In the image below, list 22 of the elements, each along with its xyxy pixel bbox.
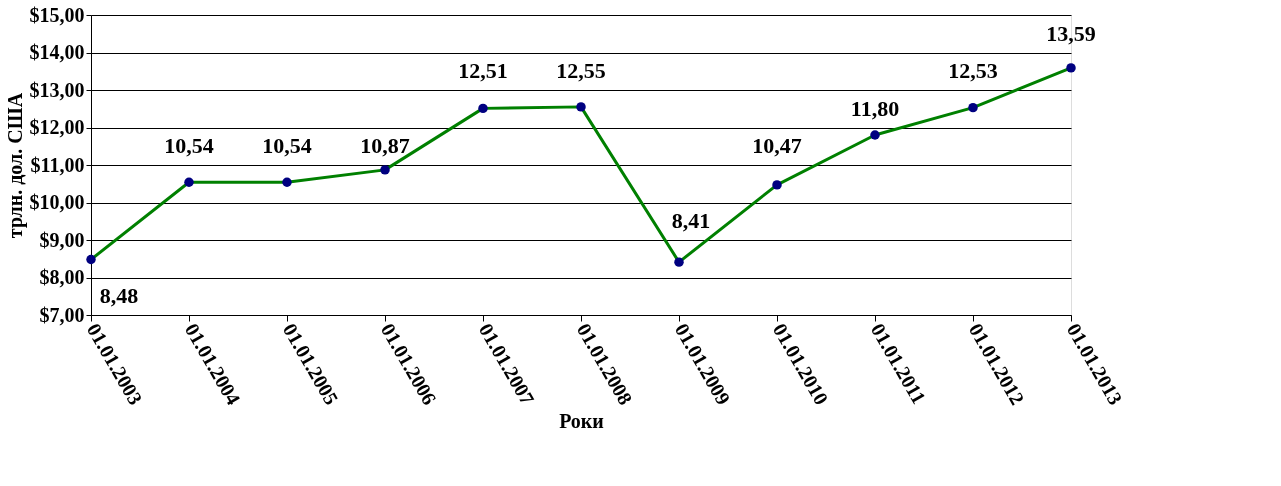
data-label: 8,41: [671, 208, 711, 234]
data-label: 10,47: [752, 133, 802, 159]
y-tick-label: $14,00: [29, 41, 85, 63]
y-tick-label: $11,00: [30, 153, 85, 176]
data-label: 11,80: [850, 95, 900, 121]
y-tick-label: $12,00: [29, 116, 85, 138]
y-tick-label: $13,00: [29, 78, 85, 101]
data-label: 12,51: [458, 58, 508, 84]
x-axis-title: Роки: [559, 410, 604, 433]
y-tick-label: $8,00: [39, 266, 85, 288]
data-label: 10,54: [262, 133, 312, 159]
y-tick-label: $9,00: [39, 228, 85, 251]
data-label: 12,55: [556, 58, 606, 84]
data-label: 13,59: [1046, 20, 1096, 46]
data-label: 10,87: [360, 133, 410, 159]
y-tick-label: $7,00: [39, 303, 85, 326]
data-label: 8,48: [99, 283, 139, 309]
y-axis-title: трлн. дол. США: [3, 92, 27, 239]
data-label: 12,53: [948, 58, 998, 84]
y-tick-label: $15,00: [29, 3, 85, 26]
y-tick-label: $10,00: [29, 191, 85, 213]
data-label: 10,54: [164, 133, 214, 159]
